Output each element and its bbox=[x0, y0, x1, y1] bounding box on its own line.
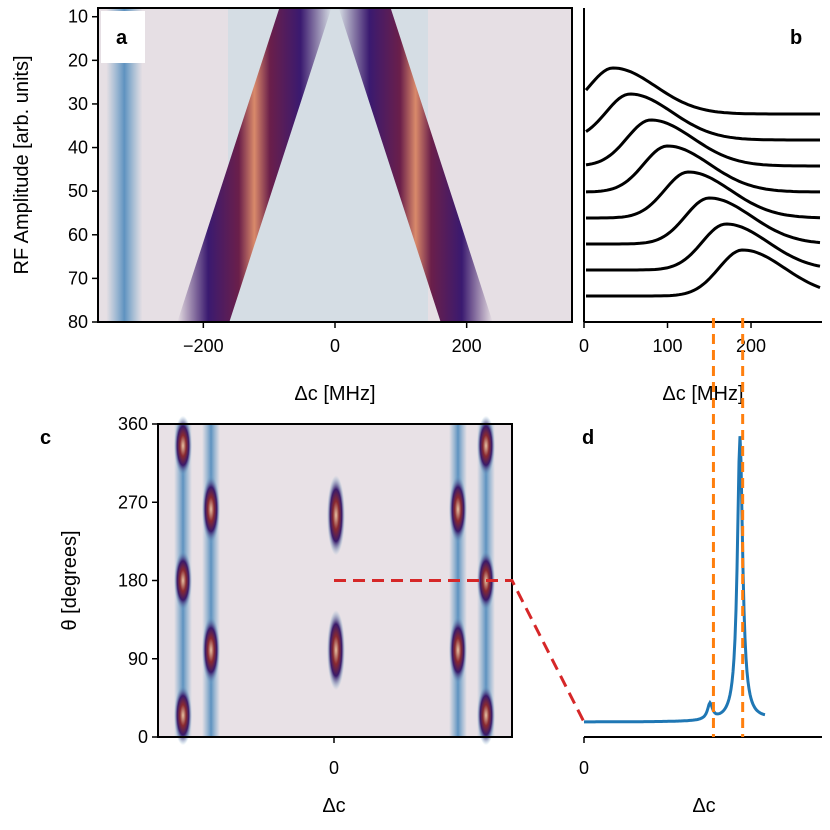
panel-c-spot bbox=[174, 685, 192, 746]
panel-d-plot bbox=[584, 436, 766, 724]
panel-b-series-line bbox=[586, 170, 821, 220]
panel-a-ridge-right bbox=[338, 8, 493, 322]
panel-d: d 0 Δc bbox=[579, 427, 822, 817]
panel-c-y-axis-label: θ [degrees] bbox=[59, 530, 81, 630]
panel-c-spot bbox=[449, 616, 467, 685]
panel-c-spot bbox=[477, 415, 495, 476]
panel-c-letter: c bbox=[40, 427, 51, 449]
cross-panel-guides bbox=[334, 318, 745, 737]
panel-c-ytick-label: 0 bbox=[138, 727, 148, 747]
panel-a-heatmap bbox=[106, 8, 493, 322]
panel-c-ytick-label: 270 bbox=[118, 492, 148, 512]
panel-c-spot bbox=[327, 610, 345, 691]
panel-a-ytick-label: 80 bbox=[68, 312, 88, 332]
panel-c: c 0 90 180 270 360 0 Δc θ [degrees] bbox=[40, 414, 513, 817]
panel-b-series-line bbox=[586, 248, 821, 298]
panel-c-spot bbox=[477, 685, 495, 746]
panel-a-ytick-label: 30 bbox=[68, 94, 88, 114]
panel-d-spectrum-line bbox=[584, 436, 766, 724]
panel-c-band bbox=[202, 424, 220, 737]
panel-b: b 0 100 200 Δc [MHz] bbox=[579, 8, 822, 405]
panel-c-spot bbox=[174, 415, 192, 476]
panel-b-axes: 0 100 200 Δc [MHz] bbox=[579, 8, 822, 405]
panel-b-letter: b bbox=[790, 27, 802, 49]
panel-c-axes: 0 90 180 270 360 0 Δc θ [degrees] bbox=[59, 414, 346, 817]
panel-a-ytick-label: 70 bbox=[68, 268, 88, 288]
panel-b-series-line bbox=[586, 222, 821, 272]
panel-b-xtick-label: 100 bbox=[652, 336, 682, 356]
panel-d-x-axis-label: Δc bbox=[692, 795, 715, 817]
panel-d-letter: d bbox=[582, 427, 594, 449]
panel-a-y-axis-label: RF Amplitude [arb. units] bbox=[11, 56, 33, 275]
panel-b-series-line bbox=[586, 196, 821, 246]
panel-c-spot bbox=[174, 550, 192, 611]
panel-d-axes: 0 Δc bbox=[579, 736, 822, 817]
panel-a-axes: 10 20 30 40 50 60 70 80 −200 0 200 Δc [MHz] RF Ampli… bbox=[11, 7, 482, 405]
panel-c-ytick-label: 180 bbox=[118, 571, 148, 591]
panel-b-series-line bbox=[585, 144, 820, 194]
panel-a-x-axis-label: Δc [MHz] bbox=[294, 383, 375, 405]
panel-c-ytick-label: 360 bbox=[118, 414, 148, 434]
panel-a: a 10 20 30 40 50 60 70 80 −200 0 200 Δc [MHz] RF Amp… bbox=[11, 7, 573, 405]
panel-a-ytick-label: 50 bbox=[68, 181, 88, 201]
panel-c-spot bbox=[327, 475, 345, 556]
panel-c-xtick-label: 0 bbox=[329, 758, 339, 778]
panel-a-ytick-label: 10 bbox=[68, 7, 88, 27]
panel-a-xtick-label: −200 bbox=[183, 336, 224, 356]
panel-c-heatmap bbox=[174, 415, 495, 746]
panel-a-xtick-label: 200 bbox=[452, 336, 482, 356]
panel-a-ytick-label: 60 bbox=[68, 225, 88, 245]
panel-a-xtick-label: 0 bbox=[330, 336, 340, 356]
panel-c-spot bbox=[449, 475, 467, 544]
panel-c-ytick-label: 90 bbox=[128, 649, 148, 669]
panel-c-spot bbox=[202, 475, 220, 544]
panel-a-ridge-left bbox=[177, 8, 332, 322]
panel-b-xtick-label: 0 bbox=[579, 336, 589, 356]
panel-b-xtick-label: 200 bbox=[736, 336, 766, 356]
panel-a-ytick-label: 20 bbox=[68, 50, 88, 70]
red-dashed-cut-line bbox=[334, 579, 586, 723]
panel-a-ytick-label: 40 bbox=[68, 138, 88, 158]
panel-a-letter: a bbox=[116, 27, 128, 49]
panel-b-series-line bbox=[584, 66, 820, 116]
panel-b-x-axis-label: Δc [MHz] bbox=[662, 383, 743, 405]
panel-c-x-axis-label: Δc bbox=[322, 795, 345, 817]
panel-b-series-line bbox=[585, 92, 820, 142]
panel-a-letter-box bbox=[101, 11, 145, 63]
panel-c-spot bbox=[202, 616, 220, 685]
panel-b-series-line bbox=[585, 118, 820, 168]
panel-b-plot bbox=[584, 66, 821, 298]
panel-d-xtick-label: 0 bbox=[579, 758, 589, 778]
